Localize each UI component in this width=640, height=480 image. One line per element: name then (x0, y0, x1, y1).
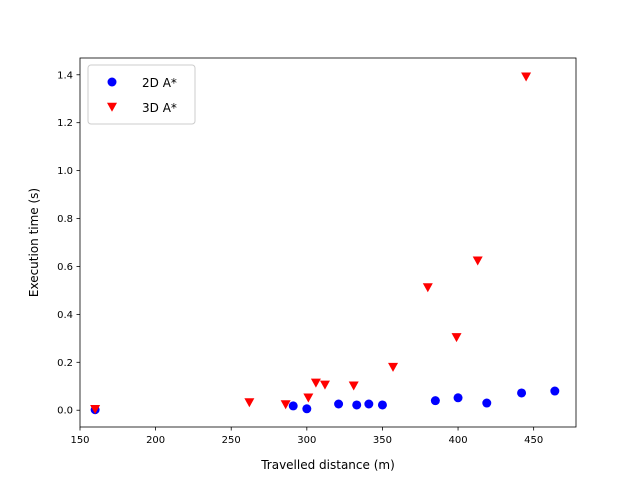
x-tick-label: 450 (524, 435, 543, 446)
y-tick-label: 1.2 (57, 118, 73, 129)
y-tick-label: 0.6 (57, 262, 73, 273)
y-axis-label: Execution time (s) (27, 188, 41, 297)
legend-label-2d: 2D A* (142, 76, 177, 90)
point-2d-astar (453, 393, 463, 403)
point-3d-astar (319, 380, 330, 390)
y-tick-label: 0.8 (57, 214, 73, 225)
point-3d-astar (244, 398, 255, 408)
legend-label-3d: 3D A* (142, 101, 177, 115)
point-3d-astar (422, 283, 433, 293)
data-points (90, 72, 560, 415)
point-2d-astar (377, 400, 387, 410)
point-2d-astar (430, 396, 440, 406)
point-2d-astar (334, 399, 344, 409)
y-axis-ticks: 0.0 0.2 0.4 0.6 0.8 1.0 1.2 1.4 (57, 70, 80, 417)
point-3d-astar (303, 393, 314, 403)
y-tick-label: 0.2 (57, 358, 73, 369)
x-axis-label: Travelled distance (m) (260, 458, 395, 472)
y-tick-label: 1.0 (57, 166, 73, 177)
point-3d-astar (472, 256, 483, 266)
y-tick-label: 0.0 (57, 406, 73, 417)
point-2d-astar (288, 401, 298, 411)
point-2d-astar (352, 400, 362, 410)
x-tick-label: 150 (70, 435, 89, 446)
point-2d-astar (550, 386, 560, 396)
legend-box (87, 64, 196, 125)
point-2d-astar (364, 399, 374, 409)
legend-marker-2d (107, 77, 117, 87)
axes-frame (79, 57, 577, 428)
point-3d-astar (348, 381, 359, 391)
point-3d-astar (280, 400, 291, 410)
y-tick-label: 1.4 (57, 70, 73, 81)
point-2d-astar (517, 388, 527, 398)
x-tick-label: 250 (222, 435, 241, 446)
legend: 2D A* 3D A* (87, 64, 196, 125)
x-tick-label: 400 (449, 435, 468, 446)
x-tick-label: 200 (146, 435, 165, 446)
x-axis-ticks: 150 200 250 300 350 400 450 (70, 427, 543, 446)
legend-marker-3d (107, 102, 117, 112)
y-tick-label: 0.4 (57, 310, 73, 321)
point-2d-astar (302, 404, 312, 414)
x-tick-label: 350 (373, 435, 392, 446)
point-3d-astar (521, 72, 532, 82)
point-3d-astar (310, 378, 321, 388)
point-2d-astar (482, 398, 492, 408)
x-tick-label: 300 (297, 435, 316, 446)
point-3d-astar (90, 405, 101, 415)
point-3d-astar (388, 362, 399, 372)
point-3d-astar (451, 333, 462, 343)
